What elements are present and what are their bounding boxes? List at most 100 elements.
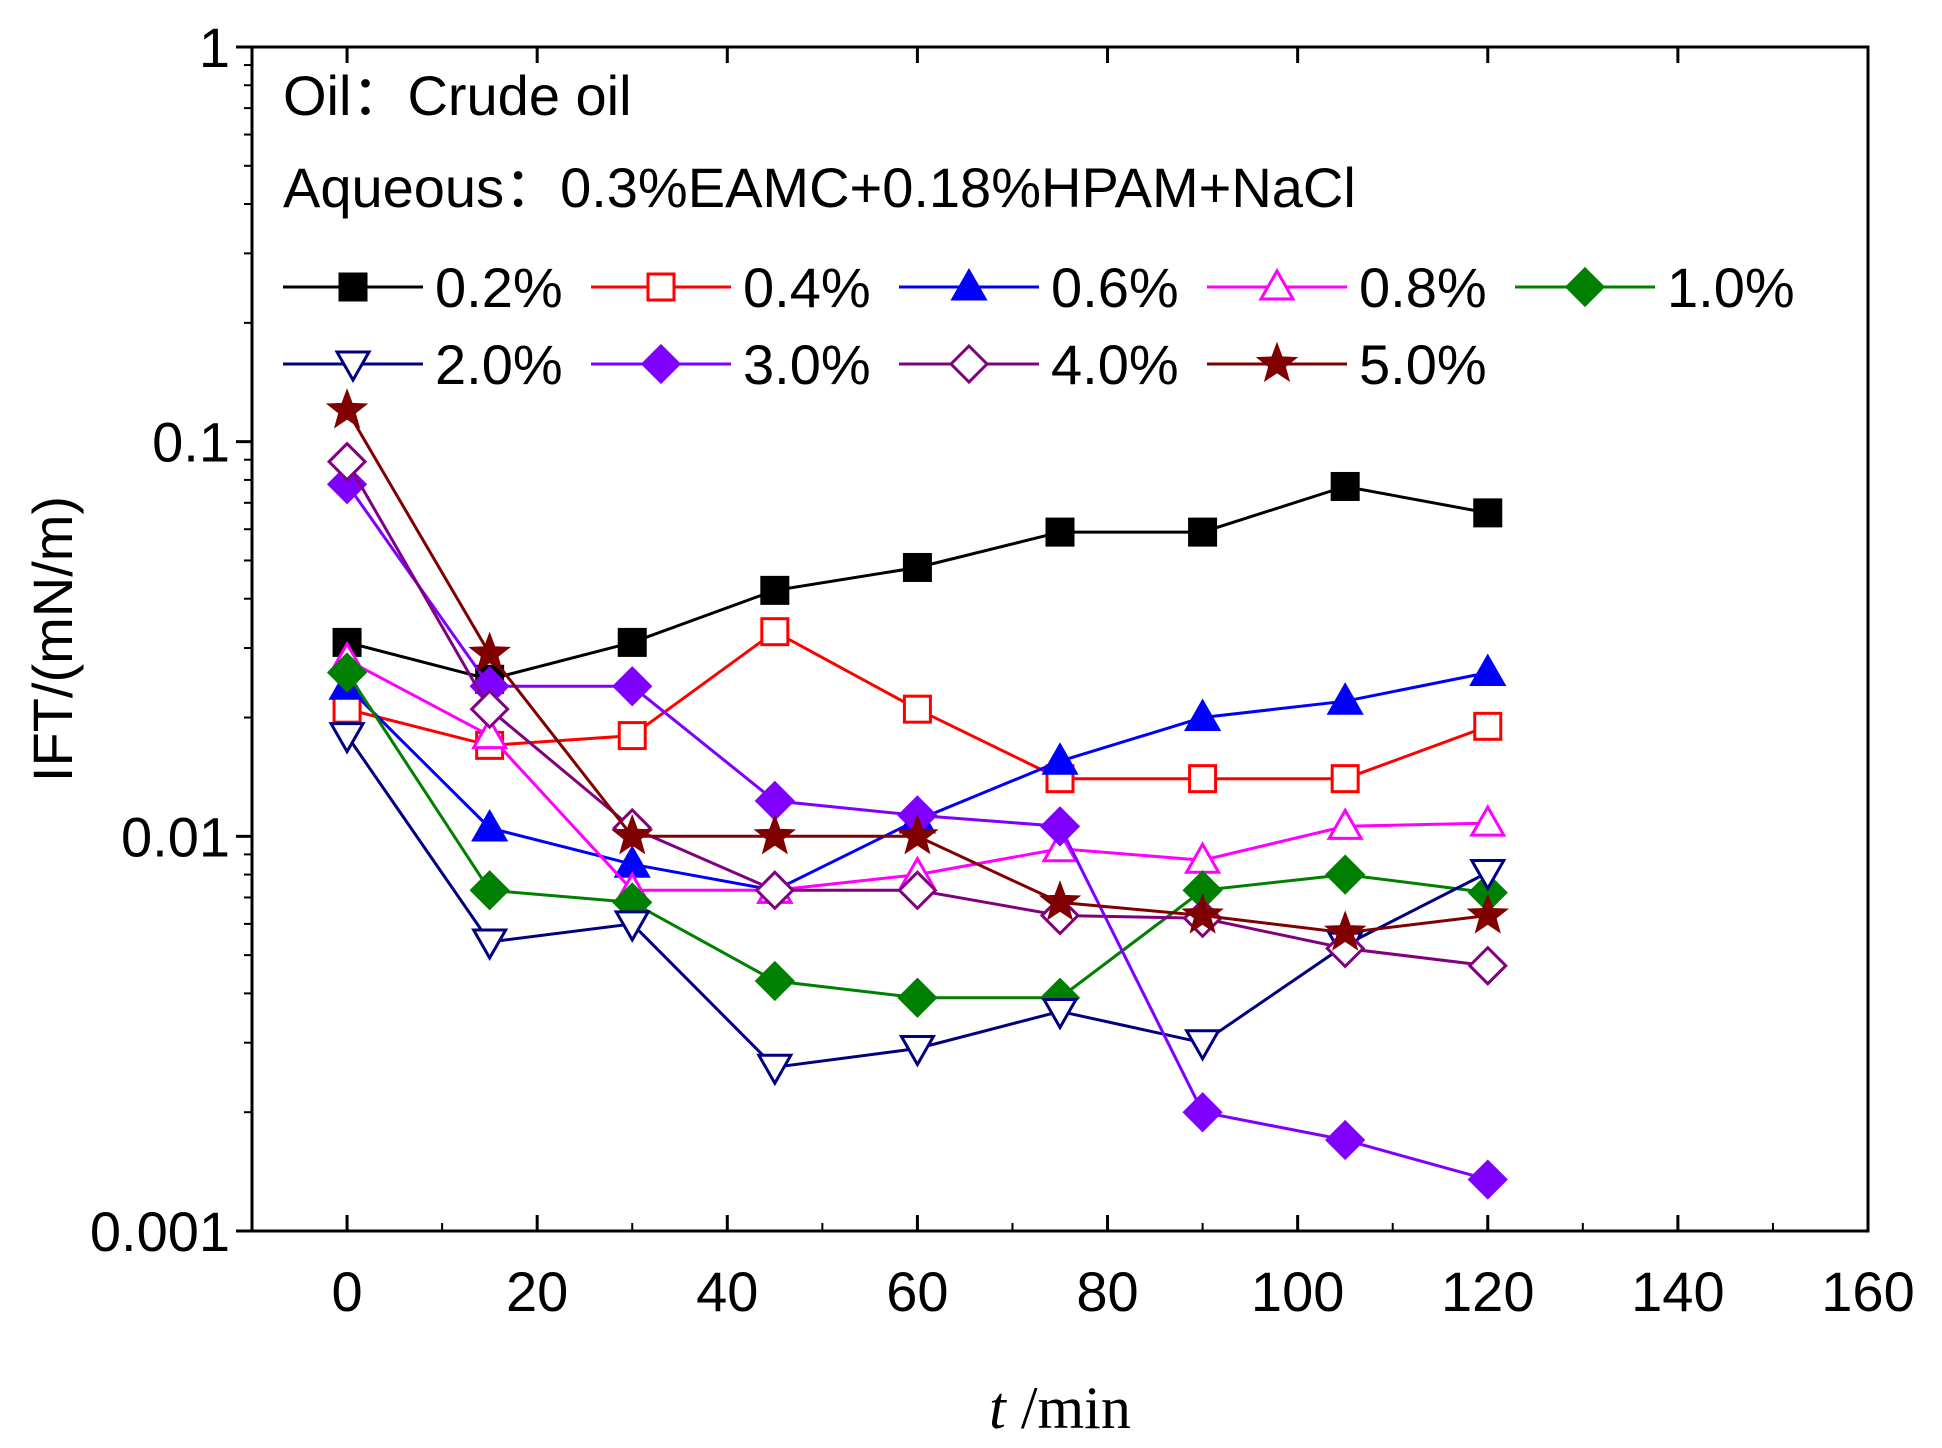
legend-marker [1564,266,1606,308]
data-point [754,960,795,1002]
series-layer [325,388,1509,1200]
data-point [1473,711,1503,741]
legend-item-4-0pct: 4.0% [899,333,1179,396]
data-point [469,689,510,730]
legend-marker [334,350,372,384]
x-axis-label: t /min [989,1375,1131,1441]
data-point [1182,1092,1223,1133]
legend-label: 1.0% [1667,256,1795,319]
legend-label: 5.0% [1359,333,1487,396]
series-5-0pct [325,388,1509,951]
x-axis-label-unit: /min [1006,1375,1131,1441]
legend-label: 0.6% [1051,256,1179,319]
x-tick-label: 0 [331,1260,362,1323]
data-point [326,652,368,693]
x-tick-label: 20 [506,1260,568,1323]
data-point [326,441,368,482]
data-point [1188,517,1218,547]
data-point [754,780,795,821]
data-point [760,575,790,605]
data-point [613,910,651,943]
data-point [1473,498,1503,528]
series-0-2pct [332,471,1503,694]
data-point [1041,997,1079,1031]
data-point [612,666,653,707]
data-point [328,722,366,755]
legend-label: 4.0% [1051,333,1179,396]
data-point [471,808,509,842]
x-axis-ticks: 0 20 40 60 80 100 120 140 160 [251,47,1915,1323]
legend-marker [640,343,682,385]
data-point [1330,764,1360,794]
data-point [1045,517,1075,547]
series-0-4pct [332,617,1503,794]
data-point [1038,880,1082,921]
legend-item-3-0pct: 3.0% [591,333,871,396]
x-tick-label: 100 [1251,1260,1344,1323]
legend-label: 0.8% [1359,256,1487,319]
legend-label: 0.2% [435,256,563,319]
data-point [332,694,362,724]
data-point [898,1035,936,1068]
data-point [469,870,510,911]
legend-item-2-0pct: 2.0% [283,333,563,396]
data-point [896,814,939,855]
x-tick-label: 140 [1631,1260,1724,1323]
data-point [1041,829,1079,863]
data-point [760,617,790,647]
data-point [753,813,797,855]
legend-label: 2.0% [435,333,563,396]
series-2-0pct [328,722,1507,1087]
data-point [1323,910,1367,951]
legend: 0.2% 0.4% 0.6% 0.8% 1.0% 2.0% 3.0% 4.0% 5.0% [283,256,1795,396]
data-point [1325,1119,1366,1161]
data-point [1467,1159,1508,1200]
legend-marker [338,272,368,302]
plot-frame [250,45,1870,1233]
annotation-oil: Oil：Crude oil [283,64,632,127]
y-tick-label: 0.01 [121,805,230,868]
legend-item-5-0pct: 5.0% [1207,333,1487,396]
data-point [471,928,509,961]
data-point [617,627,647,657]
data-point [902,694,932,724]
y-tick-label: 0.001 [90,1200,230,1263]
data-point [1184,698,1222,732]
y-tick-label: 1 [199,16,230,79]
legend-label: 3.0% [743,333,871,396]
legend-marker [1255,341,1299,383]
data-point [1469,858,1507,892]
legend-item-0-4pct: 0.4% [591,256,871,319]
data-point [1326,807,1364,840]
data-point [471,716,509,750]
data-point [1188,764,1218,794]
data-point [1469,653,1507,687]
legend-marker [950,267,988,301]
legend-marker [948,343,990,385]
legend-item-0-2pct: 0.2% [283,256,563,319]
data-point [617,721,647,751]
x-tick-label: 80 [1076,1260,1138,1323]
x-tick-label: 40 [696,1260,758,1323]
data-point [468,631,511,672]
data-point [897,870,938,911]
data-point [897,977,938,1018]
legend-item-0-6pct: 0.6% [899,256,1179,319]
annotation-aqueous: Aqueous：0.3%EAMC+0.18%HPAM+NaCl [283,156,1356,219]
data-point [754,870,795,911]
series-line [346,484,1489,681]
legend-marker [646,272,676,302]
y-axis-ticks: 0.001 0.01 0.1 1 [90,16,252,1263]
series-0-8pct [328,640,1507,904]
x-axis-label-var: t [989,1375,1007,1441]
legend-label: 0.4% [743,256,871,319]
x-tick-label: 120 [1441,1260,1534,1323]
legend-item-1-0pct: 1.0% [1515,256,1795,319]
x-tick-label: 60 [886,1260,948,1323]
data-point [1469,804,1507,837]
data-point [1041,742,1079,775]
data-point [1184,1029,1222,1062]
data-point [1330,471,1360,501]
data-point [1181,893,1224,934]
